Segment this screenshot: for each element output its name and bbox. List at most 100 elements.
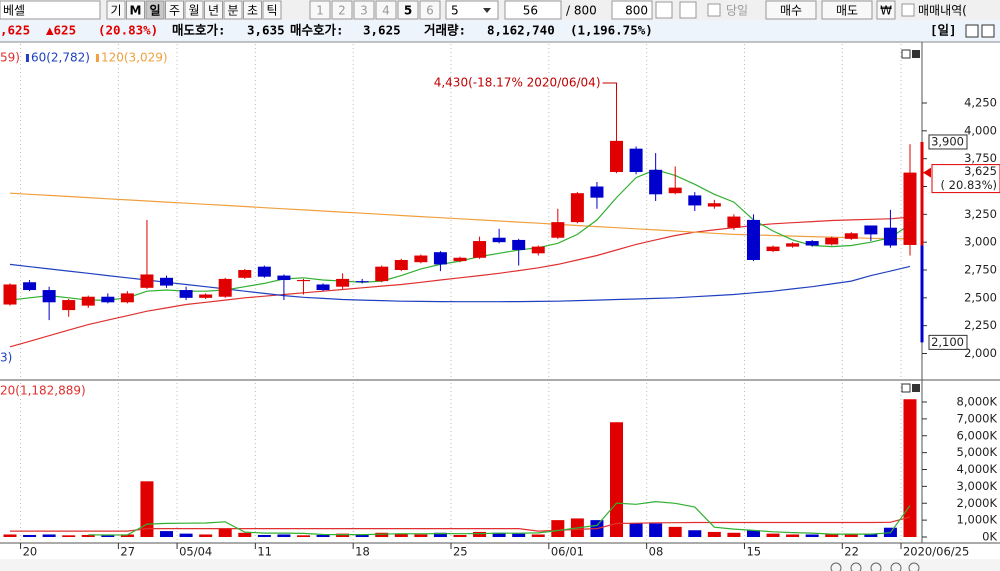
limit-tag <box>928 134 968 150</box>
period-button[interactable] <box>165 0 184 20</box>
current-tag-change: ( 20.83%) <box>941 178 997 192</box>
period-label: 일 <box>149 4 160 18</box>
quote-change: ▲625 <box>46 23 76 38</box>
count-input[interactable] <box>504 0 562 20</box>
history-label: 매매내역( <box>918 4 967 18</box>
period-button[interactable] <box>184 0 204 20</box>
candle-body <box>551 222 565 238</box>
volume-bar <box>414 534 428 537</box>
number-label: 1 <box>316 4 324 18</box>
volume-bar <box>218 528 232 537</box>
won-button[interactable] <box>876 0 896 20</box>
candle-body <box>414 255 428 263</box>
annotation: 4,430(-18.17% 2020/06/04) <box>434 75 601 89</box>
annotation-arrow <box>602 82 618 90</box>
y-tick-label: 2,500 <box>964 290 997 304</box>
volume-bar <box>512 533 526 537</box>
number-label: 3 <box>360 4 368 18</box>
number-button[interactable] <box>353 0 375 20</box>
y-tick-label: 3,000 <box>964 235 997 249</box>
candle-body <box>570 193 584 223</box>
volume-bar <box>81 534 95 537</box>
current-tag-label: 3,625 <box>964 164 997 178</box>
low-label: 3) <box>0 351 12 365</box>
number-button[interactable] <box>397 0 419 20</box>
y-tick-label: 0K <box>982 530 997 544</box>
buy-label: 매수 <box>780 4 802 18</box>
checkbox[interactable] <box>707 3 721 17</box>
number-label: 5 <box>404 4 412 18</box>
candle-body <box>3 284 17 305</box>
candle-body <box>336 278 350 287</box>
volume-bar <box>120 534 134 537</box>
volume-bar <box>707 531 721 537</box>
y-tick-label: 6,000K <box>957 428 998 442</box>
period-button[interactable] <box>223 0 243 20</box>
icon-button[interactable] <box>655 1 673 19</box>
current-pointer <box>923 167 931 178</box>
volume-bar <box>23 534 37 537</box>
dropdown-arrow <box>483 8 491 13</box>
quote-volume-pct: (1,196.75%) <box>570 23 653 38</box>
quote-ask: 3,635 <box>247 23 285 38</box>
display-input[interactable] <box>611 0 653 20</box>
volume-bar <box>179 533 193 537</box>
volume-bar <box>433 532 447 537</box>
candle-body <box>81 296 95 306</box>
current-tag <box>931 164 1000 194</box>
period-label: 틱 <box>266 4 277 18</box>
candle-body <box>786 243 800 247</box>
dropdown[interactable] <box>445 0 499 20</box>
checkbox[interactable] <box>901 3 915 17</box>
candle-body <box>512 239 526 250</box>
scroll-icons[interactable] <box>830 562 920 571</box>
candle-body <box>727 216 741 228</box>
quote-volume: 8,162,740 <box>487 23 555 38</box>
count-total: / 800 <box>566 4 597 18</box>
period-button[interactable] <box>126 0 145 20</box>
pane-controls[interactable] <box>901 24 995 393</box>
period-button[interactable] <box>243 0 262 20</box>
volume-bar <box>62 535 76 537</box>
period-button[interactable] <box>204 0 223 20</box>
icon-button[interactable] <box>679 1 697 19</box>
quote-ask-label: 매도호가: <box>172 23 226 38</box>
dropdown-value: 5 <box>451 4 459 18</box>
candle-body <box>766 246 780 252</box>
period-button[interactable] <box>106 0 126 20</box>
number-button[interactable] <box>331 0 353 20</box>
stock-input[interactable] <box>0 0 101 20</box>
quote-change-pct: (20.83%) <box>98 23 158 38</box>
sell-button[interactable] <box>821 0 873 20</box>
legend-label: 60(2,782) <box>31 51 90 65</box>
period-button[interactable] <box>262 0 282 20</box>
candle-body <box>179 290 193 298</box>
volume-bar <box>3 534 17 537</box>
candle-body <box>23 282 37 291</box>
volume-bar <box>610 422 624 537</box>
scrollbar[interactable] <box>0 559 1000 571</box>
number-button[interactable] <box>375 0 397 20</box>
x-tick-label: 05/04 <box>179 545 212 559</box>
legend-swatch <box>25 54 29 62</box>
candle-body <box>453 257 467 262</box>
buy-button[interactable] <box>765 0 817 20</box>
stock-name: 베셀 <box>3 4 25 18</box>
y-tick-label: 4,000 <box>964 123 997 137</box>
volume-bar <box>786 534 800 537</box>
number-button[interactable] <box>419 0 441 20</box>
volume-bar <box>668 526 682 537</box>
number-label: 4 <box>382 4 390 18</box>
volume-bar <box>531 534 545 537</box>
volume-bar <box>688 530 702 537</box>
number-button[interactable] <box>309 0 331 20</box>
candle-body <box>668 187 682 194</box>
y-tick-label: 5,000K <box>957 445 998 459</box>
volume-bar <box>375 532 389 537</box>
legend-label: 59) <box>0 51 20 65</box>
limit-tag-label: 2,100 <box>931 335 964 349</box>
volume-bar <box>746 530 760 537</box>
candle-body <box>62 300 76 311</box>
period-button[interactable] <box>145 0 165 20</box>
